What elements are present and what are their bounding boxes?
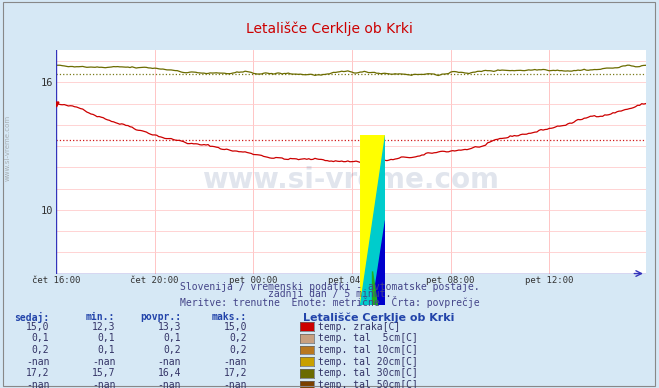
Text: temp. tal 50cm[C]: temp. tal 50cm[C] <box>318 380 418 388</box>
Text: 0,2: 0,2 <box>32 345 49 355</box>
Text: -nan: -nan <box>158 380 181 388</box>
Text: zadnji dan / 5 minut.: zadnji dan / 5 minut. <box>268 289 391 299</box>
Polygon shape <box>360 135 385 305</box>
Text: www.si-vreme.com: www.si-vreme.com <box>5 114 11 180</box>
Polygon shape <box>360 135 385 305</box>
Text: 0,1: 0,1 <box>98 333 115 343</box>
Text: -nan: -nan <box>223 380 247 388</box>
Text: 12,3: 12,3 <box>92 322 115 332</box>
Polygon shape <box>372 272 378 305</box>
Text: 0,2: 0,2 <box>229 333 247 343</box>
Text: 15,0: 15,0 <box>26 322 49 332</box>
Text: Slovenija / vremenski podatki - avtomatske postaje.: Slovenija / vremenski podatki - avtomats… <box>180 282 479 293</box>
Text: sedaj:: sedaj: <box>14 312 49 323</box>
Text: temp. zraka[C]: temp. zraka[C] <box>318 322 401 332</box>
Text: 0,2: 0,2 <box>163 345 181 355</box>
Text: -nan: -nan <box>92 380 115 388</box>
Text: 15,7: 15,7 <box>92 368 115 378</box>
Text: Meritve: trenutne  Enote: metrične  Črta: povprečje: Meritve: trenutne Enote: metrične Črta: … <box>180 296 479 308</box>
Text: www.si-vreme.com: www.si-vreme.com <box>202 166 500 194</box>
Text: temp. tal 20cm[C]: temp. tal 20cm[C] <box>318 357 418 367</box>
Text: -nan: -nan <box>158 357 181 367</box>
Text: min.:: min.: <box>86 312 115 322</box>
Text: 16,4: 16,4 <box>158 368 181 378</box>
Text: 13,3: 13,3 <box>158 322 181 332</box>
Text: -nan: -nan <box>26 380 49 388</box>
Text: 0,1: 0,1 <box>32 333 49 343</box>
Text: -nan: -nan <box>26 357 49 367</box>
Text: -nan: -nan <box>223 357 247 367</box>
Text: 0,1: 0,1 <box>98 345 115 355</box>
Text: -nan: -nan <box>92 357 115 367</box>
Text: Letališče Cerklje ob Krki: Letališče Cerklje ob Krki <box>246 22 413 36</box>
Text: 15,0: 15,0 <box>223 322 247 332</box>
Text: temp. tal 30cm[C]: temp. tal 30cm[C] <box>318 368 418 378</box>
Text: povpr.:: povpr.: <box>140 312 181 322</box>
Text: temp. tal  5cm[C]: temp. tal 5cm[C] <box>318 333 418 343</box>
Polygon shape <box>372 220 385 305</box>
Text: maks.:: maks.: <box>212 312 247 322</box>
Text: 17,2: 17,2 <box>26 368 49 378</box>
Text: 0,2: 0,2 <box>229 345 247 355</box>
Text: 17,2: 17,2 <box>223 368 247 378</box>
Text: 0,1: 0,1 <box>163 333 181 343</box>
Text: temp. tal 10cm[C]: temp. tal 10cm[C] <box>318 345 418 355</box>
Text: Letališče Cerklje ob Krki: Letališče Cerklje ob Krki <box>303 312 455 323</box>
